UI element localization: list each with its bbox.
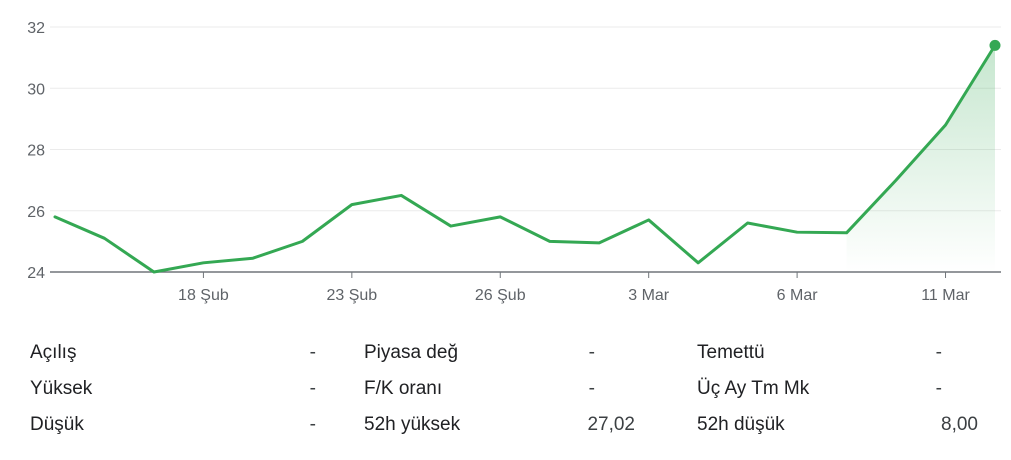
stat-value-52w-low: 8,00 xyxy=(941,414,978,435)
x-tick-label-4: 6 Mar xyxy=(777,287,819,304)
stat-label-open: Açılış xyxy=(30,342,77,363)
stats-table: Açılış - Yüksek - Düşük - Piyasa değ - F… xyxy=(0,333,1011,453)
price-chart[interactable]: 24 26 28 30 32 18 Şub 23 Şub 26 Şub 3 Mar 6 Mar 11… xyxy=(0,0,1011,320)
x-tick-label-2: 26 Şub xyxy=(475,287,526,304)
stat-label-pe-ratio: F/K oranı xyxy=(364,378,443,399)
stat-label-low: Düşük xyxy=(30,414,84,435)
price-line xyxy=(53,43,997,274)
stat-value-open: - xyxy=(309,342,316,363)
y-tick-label-24: 24 xyxy=(27,265,45,282)
y-tick-label-32: 32 xyxy=(27,20,45,37)
stat-value-pe-ratio: - xyxy=(588,378,595,399)
last-price-dot xyxy=(989,39,1001,51)
stat-value-high: - xyxy=(309,378,316,399)
x-tick-label-3: 3 Mar xyxy=(628,287,670,304)
stat-label-dividend: Temettü xyxy=(697,342,765,363)
area-fill xyxy=(846,45,995,272)
stat-label-quarterly-div: Üç Ay Tm Mk xyxy=(697,378,810,399)
stat-label-high: Yüksek xyxy=(30,378,93,399)
x-tick-label-1: 23 Şub xyxy=(326,287,377,304)
stat-label-52w-high: 52h yüksek xyxy=(364,414,461,435)
stat-value-market-cap: - xyxy=(588,342,595,363)
stat-value-dividend: - xyxy=(935,342,942,363)
y-tick-label-28: 28 xyxy=(27,143,45,160)
stat-value-low: - xyxy=(309,414,316,435)
x-tick-label-0: 18 Şub xyxy=(178,287,229,304)
stat-label-52w-low: 52h düşük xyxy=(697,414,785,435)
y-tick-label-30: 30 xyxy=(27,81,45,98)
price-chart-svg: 24 26 28 30 32 18 Şub 23 Şub 26 Şub 3 Mar 6 Mar 11… xyxy=(27,20,1001,304)
stat-value-52w-high: 27,02 xyxy=(587,414,635,435)
stat-value-quarterly-div: - xyxy=(935,378,942,399)
stat-label-market-cap: Piyasa değ xyxy=(364,342,459,363)
x-tick-label-5: 11 Mar xyxy=(921,287,970,304)
y-tick-label-26: 26 xyxy=(27,204,45,221)
